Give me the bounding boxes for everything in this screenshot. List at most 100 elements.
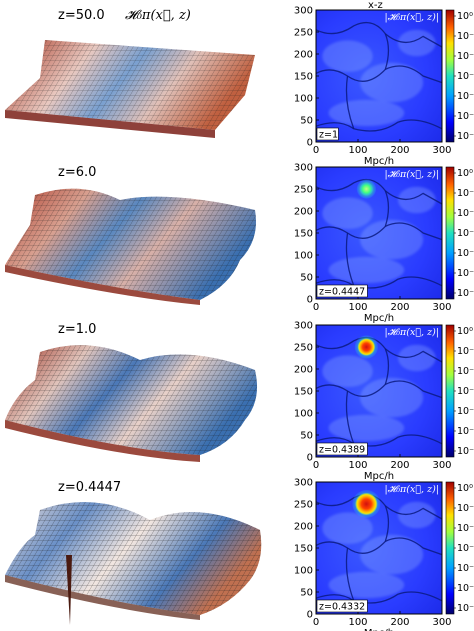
y-tick-label: 50 xyxy=(300,273,313,284)
y-tick-label: 0 xyxy=(307,138,313,149)
colorbar-tick-label: 10⁻² xyxy=(457,208,474,219)
y-tick-label: 250 xyxy=(294,343,313,354)
field-patch xyxy=(360,534,424,575)
x-tick-label: 0 xyxy=(313,617,319,628)
colorbar-tick-label: 10⁻¹ xyxy=(457,188,474,199)
y-tick-label: 300 xyxy=(294,321,313,332)
colorbar-tick-label: 10⁻⁶ xyxy=(457,446,474,457)
inset-z-label: z=0.4332 xyxy=(319,602,365,613)
x-tick-label: 100 xyxy=(348,145,367,156)
colorbar xyxy=(445,166,455,300)
field-patch xyxy=(322,197,373,230)
field-patch xyxy=(360,62,424,103)
y-tick-label: 300 xyxy=(294,478,313,489)
filament xyxy=(315,222,443,241)
surface-4-z-label: z=0.4447 xyxy=(58,480,122,495)
x-tick-label: 300 xyxy=(432,617,451,628)
legend-label: |𝓗₀π(x⃗, z)| xyxy=(384,484,439,495)
filament xyxy=(315,276,443,289)
x-tick-label: 200 xyxy=(390,617,409,628)
colorbar-tick-label: 10⁻¹ xyxy=(457,503,474,514)
x-tick-label: 200 xyxy=(390,302,409,313)
filament xyxy=(315,21,443,48)
colorbar-tick-label: 10⁻¹ xyxy=(457,346,474,357)
blob xyxy=(357,338,375,356)
x-tick-label: 100 xyxy=(348,617,367,628)
y-tick-label: 150 xyxy=(294,72,313,83)
inset-box xyxy=(316,442,368,456)
heatmap-panel-3: 300 250 200 150 100 50 00 100 200 300 Mpc/h |𝓗₀π(x⃗… xyxy=(294,321,474,483)
colorbar-tick-label: 10⁻³ xyxy=(457,543,474,554)
colorbar-tick-label: 10⁻³ xyxy=(457,71,474,82)
field-patch xyxy=(397,344,436,372)
inset-z-label: z=0.4447 xyxy=(319,287,365,298)
colorbar-tick-label: 10⁻³ xyxy=(457,386,474,397)
field-patch xyxy=(360,377,424,418)
filament xyxy=(315,65,443,84)
x-tick-label: 100 xyxy=(348,302,367,313)
y-tick-label: 150 xyxy=(294,387,313,398)
colorbar-tick-label: 10⁻⁴ xyxy=(457,406,474,417)
surface-2-z-label: z=6.0 xyxy=(58,165,97,180)
filament xyxy=(345,390,355,445)
colorbar-tick-label: 10⁻⁶ xyxy=(457,288,474,299)
y-tick-label: 150 xyxy=(294,544,313,555)
field-patch xyxy=(397,186,436,214)
filament xyxy=(384,348,390,385)
field-patch xyxy=(328,99,405,127)
x-tick-label: 200 xyxy=(390,145,409,156)
x-tick-label: 300 xyxy=(432,145,451,156)
colorbar-tick-label: 10⁻² xyxy=(457,51,474,62)
field-patch xyxy=(397,501,436,529)
filament xyxy=(384,505,390,542)
field-patch xyxy=(322,40,373,73)
colorbar-tick-label: 10⁰ xyxy=(457,326,473,337)
blob xyxy=(359,182,373,196)
surface-4 xyxy=(5,502,262,625)
field-patch xyxy=(328,414,405,442)
colorbar-tick-label: 10⁰ xyxy=(457,168,473,179)
field-patch xyxy=(397,29,436,57)
field-patch xyxy=(322,355,373,388)
surface-4-spike xyxy=(66,555,72,625)
inset-box xyxy=(316,599,368,613)
colorbar-tick-label: 10⁻⁶ xyxy=(457,603,474,614)
filament xyxy=(345,232,355,287)
colorbar-tick-label: 10⁻⁶ xyxy=(457,131,474,142)
y-tick-label: 250 xyxy=(294,500,313,511)
y-tick-label: 0 xyxy=(307,295,313,306)
x-axis-label: Mpc/h xyxy=(364,156,394,167)
y-tick-label: 200 xyxy=(294,365,313,376)
y-tick-label: 200 xyxy=(294,50,313,61)
colorbar-tick-label: 10⁻⁴ xyxy=(457,91,474,102)
inset-z-label: z=1 xyxy=(319,130,338,141)
surface-3 xyxy=(5,345,258,462)
field-patch xyxy=(322,512,373,545)
x-tick-label: 0 xyxy=(313,302,319,313)
x-tick-label: 300 xyxy=(432,460,451,471)
colorbar-tick-label: 10⁻⁵ xyxy=(457,583,474,594)
y-tick-label: 0 xyxy=(307,610,313,621)
x-tick-label: 0 xyxy=(313,145,319,156)
x-tick-label: 0 xyxy=(313,460,319,471)
y-tick-label: 200 xyxy=(294,522,313,533)
field-patch xyxy=(360,219,424,260)
colorbar-tick-label: 10⁻³ xyxy=(457,228,474,239)
x-tick-label: 100 xyxy=(348,460,367,471)
x-tick-label: 200 xyxy=(390,460,409,471)
surface-plots xyxy=(5,40,262,625)
y-tick-label: 50 xyxy=(300,116,313,127)
legend-label: |𝓗₀π(x⃗, z)| xyxy=(384,12,439,23)
inset-z-label: z=0.4389 xyxy=(319,445,365,456)
heatmap-panel-4: 300 250 200 150 100 50 00 100 200 300 Mpc/h |𝓗₀π(x⃗… xyxy=(294,478,474,631)
filament xyxy=(345,75,355,130)
colorbar xyxy=(445,481,455,615)
legend-label: |𝓗₀π(x⃗, z)| xyxy=(384,169,439,180)
filament xyxy=(315,119,443,132)
filament xyxy=(345,547,355,602)
y-tick-label: 50 xyxy=(300,588,313,599)
function-label: 𝓗₀π(x⃗, z) xyxy=(125,8,191,23)
y-tick-label: 100 xyxy=(294,94,313,105)
colorbar-tick-label: 10⁻⁴ xyxy=(457,563,474,574)
